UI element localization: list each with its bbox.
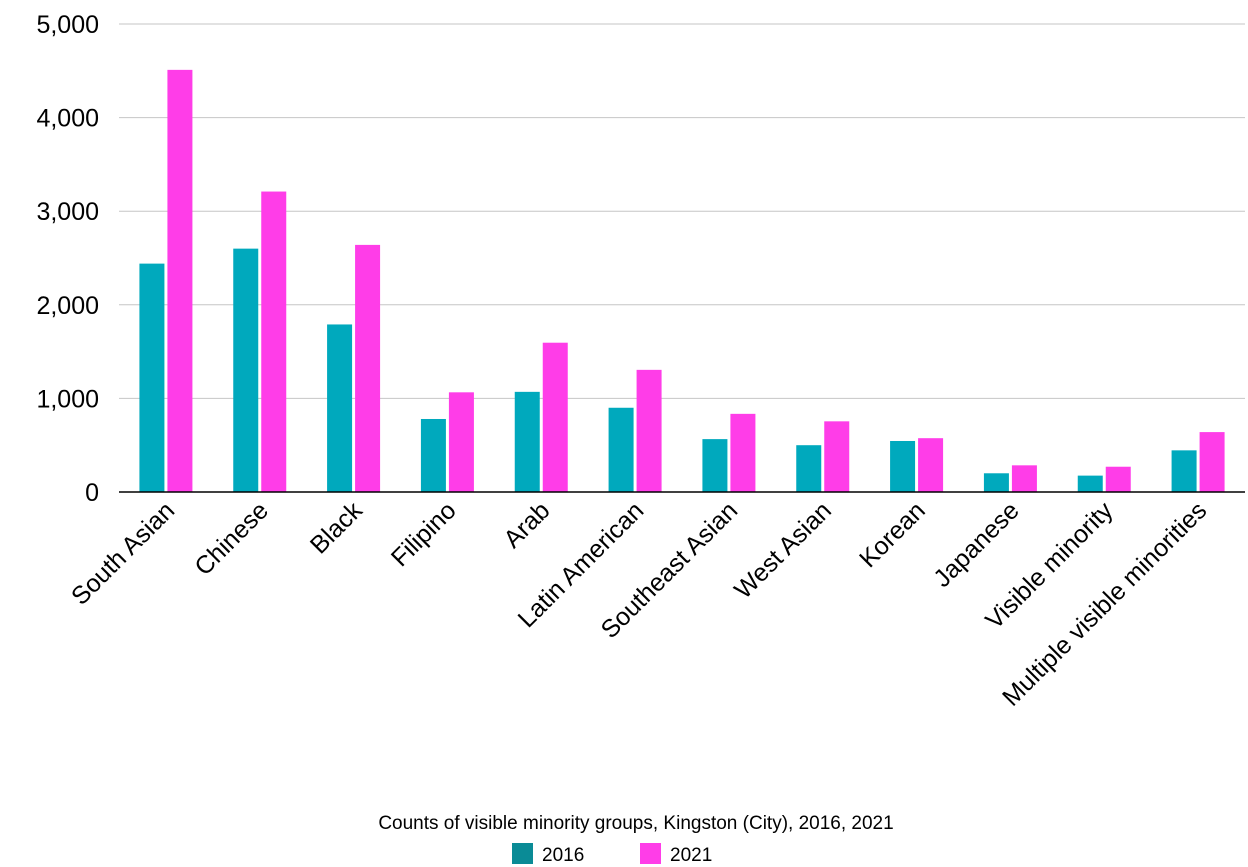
x-category-label: Filipino: [386, 496, 462, 572]
bar-2021: [261, 191, 287, 492]
legend-swatch-2021: [640, 843, 661, 864]
legend: 2016 2021: [512, 843, 712, 866]
bar-2016: [233, 248, 259, 492]
x-category-label: Korean: [854, 496, 931, 573]
y-axis-ticks: 0 1,000 2,000 3,000 4,000 5,000: [36, 11, 99, 507]
bar-2016: [514, 391, 540, 492]
bar-2016: [890, 440, 916, 492]
y-tick-label: 3,000: [36, 198, 99, 226]
y-tick-label: 4,000: [36, 105, 99, 133]
bar-2021: [636, 369, 662, 492]
bar-2016: [608, 407, 634, 492]
bar-2021: [824, 421, 850, 492]
bar-2016: [420, 418, 446, 492]
x-category-label: Arab: [498, 496, 555, 553]
bar-2021: [918, 438, 944, 492]
chart-title: Counts of visible minority groups, Kings…: [378, 813, 893, 834]
legend-swatch-2016: [512, 843, 533, 864]
bar-2021: [355, 244, 381, 492]
bar-2021: [1105, 466, 1131, 492]
x-category-label: South Asian: [66, 496, 180, 610]
bar-2021: [448, 392, 474, 492]
x-axis-categories: South Asian Chinese Black Filipino ArabLatin…: [66, 496, 1212, 712]
legend-label-2021: 2021: [670, 845, 712, 866]
bar-2016: [327, 324, 353, 492]
bar-2016: [139, 263, 165, 492]
y-tick-label: 0: [85, 479, 99, 507]
bar-2021: [1011, 465, 1037, 492]
bar-2021: [1199, 432, 1225, 492]
x-category-label: Chinese: [189, 496, 274, 581]
x-category-label: Japanese: [928, 496, 1024, 592]
bar-2016: [1171, 450, 1197, 492]
bar-2016: [796, 445, 822, 492]
bar-2016: [983, 473, 1009, 492]
bar-2016: [702, 439, 728, 492]
x-category-label: West Asian: [729, 496, 837, 604]
bar-2016: [1077, 475, 1103, 492]
x-category-label: Black: [305, 496, 368, 559]
bar-2021: [730, 413, 756, 492]
bar-2021: [542, 342, 568, 492]
bar-2021: [167, 69, 193, 492]
y-tick-label: 2,000: [36, 292, 99, 320]
y-tick-label: 5,000: [36, 11, 99, 39]
grid-lines: [119, 23, 1245, 399]
y-tick-label: 1,000: [36, 385, 99, 413]
legend-label-2016: 2016: [542, 845, 584, 866]
bars: [139, 69, 1225, 492]
